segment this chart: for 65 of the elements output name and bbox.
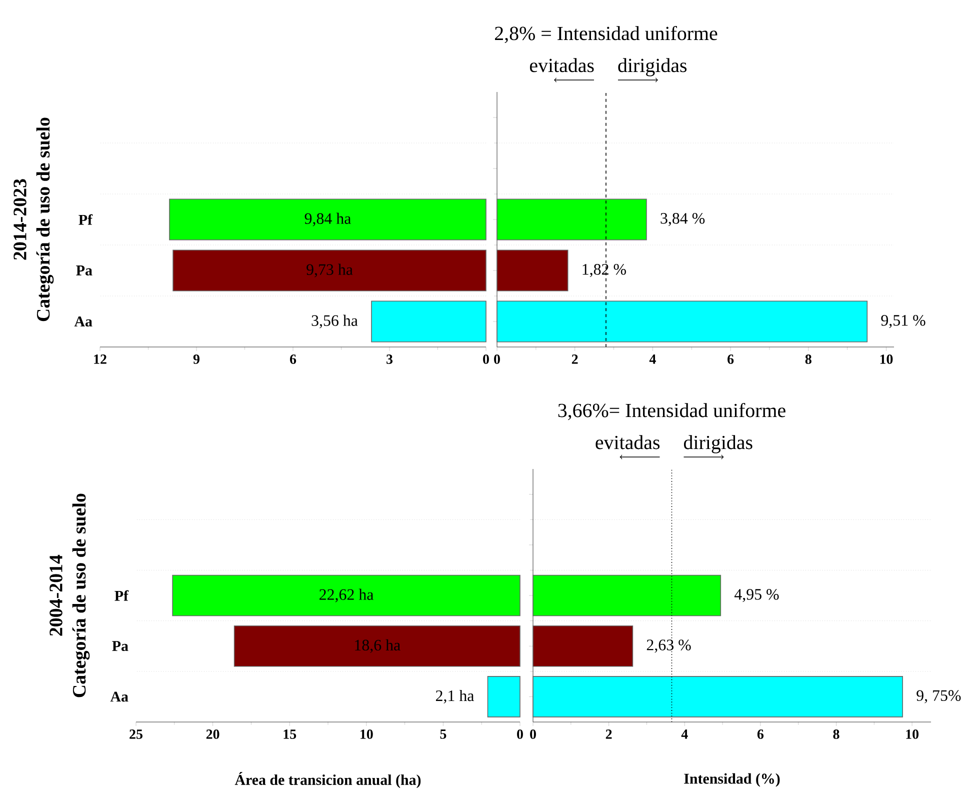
data-label: 9,73 ha	[306, 264, 353, 278]
x-tick-label: 6	[728, 354, 734, 364]
text: dirigidas	[684, 435, 752, 454]
x-tick-label: 10	[880, 354, 893, 364]
y-axis-title: Categoría de uso de suelo	[36, 118, 54, 322]
annotation: 9, 75%	[916, 690, 961, 704]
x-axis-title: Área de transicion anual (ha)	[234, 772, 421, 788]
data-label: 3,84 %	[660, 212, 705, 226]
x-tick-label: 3	[386, 354, 393, 364]
x-tick-label: 0	[517, 730, 523, 739]
bar	[532, 676, 903, 718]
bar	[496, 198, 647, 240]
x-tick-label: 25	[130, 730, 142, 739]
y-tick-label: Pf	[78, 214, 93, 225]
data-label: 2,1 ha	[436, 690, 474, 704]
text: evitadas	[530, 58, 594, 72]
bar	[172, 250, 486, 292]
x-tick-label: 20	[206, 730, 220, 739]
y-tick-label: Aa	[110, 692, 128, 702]
data-label: 4,95 %	[734, 588, 779, 602]
x-tick-label: 0	[530, 730, 536, 739]
text: evitadas	[596, 435, 660, 450]
x-tick-label: 6	[290, 354, 296, 364]
text: dirigidas	[618, 58, 687, 76]
x-tick-label: 9	[193, 354, 200, 364]
data-label: 9,84 ha	[304, 212, 351, 226]
bar	[532, 625, 634, 667]
data-label: 22,62 ha	[320, 588, 374, 602]
ref-line-label: 3,66%= Intensidad uniforme	[558, 402, 786, 420]
x-tick-label: 15	[284, 730, 296, 739]
x-tick-label: 5	[440, 730, 446, 739]
data-label: 2,63 %	[646, 640, 691, 653]
bar	[487, 676, 520, 718]
x-tick-label: 2	[572, 354, 578, 364]
x-tick-label: 10	[360, 730, 373, 739]
y-axis-title: Categoría de uso de suelo	[72, 494, 90, 698]
x-tick-label: 12	[94, 354, 106, 364]
text: 2004-2014	[50, 554, 62, 636]
y-tick-label: Pa	[76, 266, 92, 276]
bar	[496, 300, 868, 342]
y-tick-label: Pf	[114, 590, 129, 601]
data-label: 9,51 %	[881, 314, 926, 328]
bar	[496, 250, 568, 292]
x-tick-label: 8	[833, 730, 840, 739]
y-tick-label: Aa	[74, 316, 92, 326]
data-label: 18,6 ha	[355, 639, 400, 653]
x-tick-label: 8	[805, 354, 812, 364]
x-tick-label: 0	[494, 354, 500, 364]
x-tick-label: 6	[757, 730, 764, 739]
ref-line-label: 2,8% = Intensidad uniforme	[495, 26, 718, 44]
x-axis-title: Intensidad (%)	[684, 773, 780, 787]
x-tick-label: 4	[649, 354, 656, 364]
y-tick-label: Pa	[112, 641, 128, 652]
bar	[532, 574, 722, 616]
x-tick-label: 2	[606, 730, 612, 739]
text: 2014-2023	[14, 179, 26, 260]
bar	[172, 574, 520, 616]
bar	[169, 198, 486, 240]
x-tick-label: 4	[681, 730, 688, 739]
data-label: 1,82 %	[582, 264, 626, 278]
data-label: 3,56 ha	[312, 314, 358, 328]
x-tick-label: 0	[483, 354, 489, 364]
x-tick-label: 10	[906, 730, 918, 739]
bar	[371, 300, 486, 342]
bar	[234, 625, 520, 667]
